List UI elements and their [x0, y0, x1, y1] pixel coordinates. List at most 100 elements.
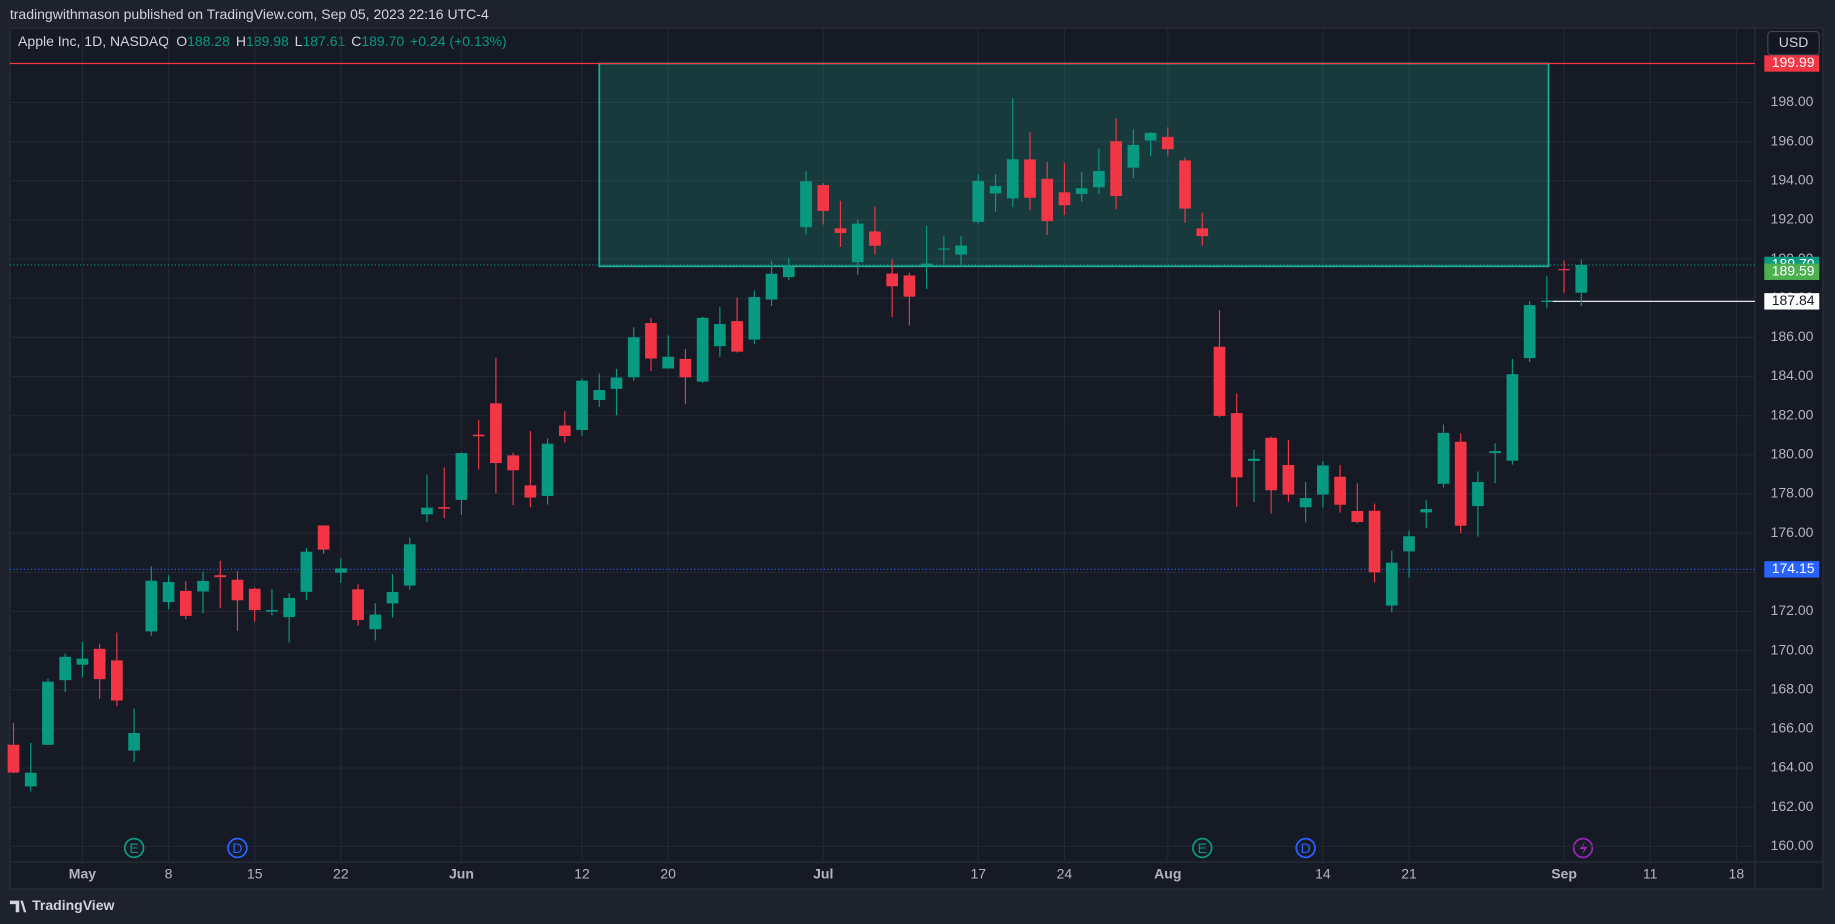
y-tick-label: 194.00 — [1771, 171, 1814, 187]
currency-label[interactable]: USD — [1779, 34, 1809, 50]
candle-body — [1006, 159, 1019, 199]
event-label: E — [129, 840, 138, 856]
candle-body — [541, 443, 554, 496]
brand-logo: TradingView — [9, 897, 114, 913]
candle-body — [610, 377, 623, 389]
candle-body — [369, 614, 382, 630]
candle-body — [352, 589, 364, 621]
candle-body — [955, 245, 967, 255]
candle-body — [300, 551, 313, 592]
candle-body — [1437, 432, 1450, 484]
legend-key: C — [351, 33, 361, 49]
x-tick-label: 8 — [165, 866, 173, 882]
y-tick-label: 164.00 — [1771, 759, 1814, 775]
y-tick-label: 198.00 — [1771, 93, 1814, 109]
candle-body — [1334, 476, 1346, 505]
y-tick-label: 170.00 — [1771, 641, 1814, 657]
y-tick-label: 172.00 — [1771, 602, 1814, 618]
zone — [598, 62, 1550, 268]
candle-body — [1041, 178, 1054, 222]
candle-body — [731, 321, 743, 352]
level-label-bg — [1764, 55, 1820, 72]
y-tick-label: 182.00 — [1771, 406, 1814, 422]
candle-body — [1317, 465, 1329, 495]
candle-body — [662, 356, 675, 369]
legend-value: 187.61 — [302, 33, 345, 49]
candle-body — [1093, 170, 1105, 188]
candle-body — [231, 579, 244, 601]
candle-body — [317, 525, 330, 550]
candle-body — [1230, 413, 1243, 478]
candle-body — [1248, 458, 1260, 461]
candle-body — [93, 648, 106, 680]
candle-body — [490, 403, 502, 464]
candle-body — [1299, 498, 1312, 508]
brand-text: TradingView — [32, 897, 114, 913]
x-tick-label: 22 — [333, 866, 349, 882]
candle-body — [1506, 374, 1519, 461]
level-label-bg — [1764, 293, 1820, 310]
event-label: D — [1301, 840, 1311, 856]
candle-body — [1558, 269, 1570, 271]
candle-body — [214, 575, 227, 578]
event-marker — [123, 837, 145, 859]
candle-body — [1454, 441, 1467, 526]
x-tick-label: Jun — [449, 866, 474, 882]
candle-body — [1403, 536, 1415, 552]
candle-body — [1472, 482, 1484, 507]
level-label: 199.99 — [1772, 54, 1815, 70]
legend-change: +0.24 (+0.13%) — [410, 33, 507, 49]
candle-body — [7, 744, 20, 773]
x-tick-label: 18 — [1729, 866, 1745, 882]
candle-body — [851, 223, 864, 263]
candle-body — [1489, 451, 1502, 454]
candle-body — [748, 297, 761, 340]
candle-body — [696, 317, 709, 382]
y-tick-label: 176.00 — [1771, 524, 1814, 540]
x-tick-label: 11 — [1643, 866, 1658, 882]
candle-body — [1213, 346, 1226, 416]
level-label-bg — [1764, 561, 1820, 578]
y-tick-label: 162.00 — [1771, 798, 1814, 814]
currency-button[interactable] — [1767, 30, 1820, 56]
candle-body — [421, 507, 433, 515]
candle-body — [834, 228, 847, 234]
candle-body — [989, 186, 1002, 194]
candle-body — [714, 324, 726, 347]
y-tick-label: 160.00 — [1771, 837, 1814, 853]
candle-body — [679, 358, 692, 378]
candle-body — [128, 733, 140, 751]
y-tick-label: 178.00 — [1771, 485, 1814, 501]
candle-body — [576, 380, 588, 430]
candle-body — [903, 275, 916, 297]
candle-body — [1196, 228, 1209, 237]
candle-body — [248, 588, 261, 611]
candle-body — [162, 582, 175, 603]
candle-body — [1075, 188, 1088, 194]
legend-value: 189.70 — [361, 33, 404, 49]
candle-body — [800, 181, 812, 228]
y-tick-label: 186.00 — [1771, 328, 1814, 344]
event-label: D — [232, 840, 242, 856]
y-tick-label: 180.00 — [1771, 446, 1814, 462]
x-tick-label: 20 — [660, 866, 676, 882]
flash-circle — [1572, 837, 1594, 859]
event-marker — [1295, 837, 1316, 859]
flash-glyph — [1579, 840, 1588, 855]
event-label: E — [1198, 840, 1207, 856]
x-tick-label: Jul — [813, 866, 833, 882]
candle-body — [1144, 132, 1157, 141]
candle-body — [334, 568, 347, 573]
header-text: tradingwithmason published on TradingVie… — [10, 6, 489, 22]
flash-icon — [1572, 837, 1594, 859]
level-label-bg — [1764, 263, 1820, 280]
level-label: 174.15 — [1772, 560, 1815, 576]
candle-body — [920, 263, 933, 266]
candle-body — [283, 597, 296, 618]
y-tick-label: 166.00 — [1771, 720, 1814, 736]
candle-body — [197, 580, 209, 592]
candle-body — [593, 390, 606, 401]
candle-body — [869, 231, 881, 246]
candle-body — [645, 323, 657, 359]
